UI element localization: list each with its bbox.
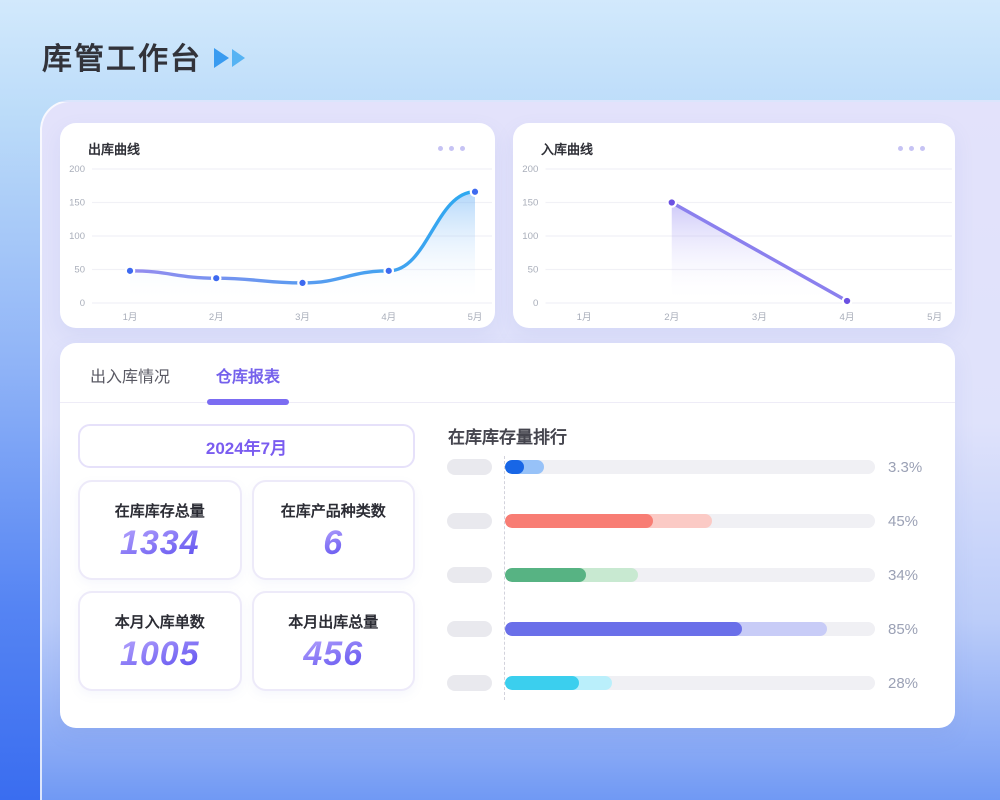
row-label-pill [447, 513, 492, 529]
tab-in-out-status[interactable]: 出入库情况 [90, 369, 171, 386]
ranking-row: 3.3% [447, 458, 938, 476]
line-chart-inbound: 0 50 100 150 200 1月 2月 3月 4月 5月 [522, 164, 952, 323]
bar-solid-segment [505, 514, 653, 528]
card-header: 入库曲线 [513, 123, 955, 160]
svg-text:50: 50 [74, 265, 85, 276]
bar-percent-label: 85% [888, 620, 919, 638]
page-header: 库管工作台 [42, 34, 245, 78]
svg-text:4月: 4月 [381, 312, 396, 323]
bar-track [505, 676, 875, 690]
card-header: 出库曲线 [60, 123, 495, 160]
bar-track [505, 622, 875, 636]
svg-text:150: 150 [69, 198, 85, 209]
play-triangle-icon [232, 49, 245, 67]
bar-percent-label: 28% [888, 674, 919, 692]
row-label-pill [447, 621, 492, 637]
dot [438, 145, 443, 151]
bar-solid-segment [505, 676, 579, 690]
bar-track [505, 460, 875, 474]
month-selector[interactable]: 2024年7月 [78, 424, 415, 468]
svg-text:200: 200 [69, 164, 85, 175]
stat-value: 6 [323, 524, 344, 562]
stat-value: 456 [303, 635, 364, 673]
dot [920, 145, 925, 151]
ranking-rows: 3.3% 45% 34% 85% 28% [447, 459, 938, 729]
bar-solid-segment [505, 622, 742, 636]
svg-text:200: 200 [522, 164, 538, 175]
ranking-dashed-axis [504, 456, 505, 700]
dot [449, 145, 454, 151]
svg-text:50: 50 [528, 265, 539, 276]
dot [898, 145, 903, 151]
double-play-icon [214, 48, 245, 68]
stat-label: 在库产品种类数 [280, 503, 386, 520]
svg-text:0: 0 [533, 298, 538, 309]
bar-percent-label: 3.3% [888, 458, 923, 476]
svg-text:5月: 5月 [468, 312, 483, 323]
tab-warehouse-report[interactable]: 仓库报表 [207, 363, 290, 405]
line-chart-outbound: 0 50 100 150 200 1月 2月 3月 4月 5月 [69, 164, 492, 323]
tab-label: 仓库报表 [216, 369, 281, 386]
dot [909, 145, 914, 151]
bar-percent-label: 34% [888, 566, 919, 584]
bar-track [505, 568, 875, 582]
card-title: 出库曲线 [88, 141, 141, 157]
svg-text:0: 0 [80, 298, 85, 309]
stat-value: 1005 [119, 635, 200, 673]
bar-track [505, 514, 875, 528]
more-dots-icon[interactable] [898, 145, 925, 151]
bar-solid-segment [505, 460, 524, 474]
ranking-row: 28% [447, 674, 938, 692]
svg-text:5月: 5月 [927, 312, 942, 323]
svg-text:1月: 1月 [123, 312, 138, 323]
bar-solid-segment [505, 568, 587, 582]
ranking-row: 85% [447, 620, 938, 638]
stat-card: 本月入库单数 1005 [78, 591, 242, 691]
stat-label: 在库库存总量 [114, 503, 205, 520]
svg-text:2月: 2月 [664, 312, 679, 323]
svg-text:1月: 1月 [577, 312, 592, 323]
stat-card: 在库库存总量 1334 [78, 480, 242, 580]
card-title: 入库曲线 [541, 141, 594, 157]
svg-text:150: 150 [522, 198, 538, 209]
outbound-chart-card: 出库曲线 0 50 100 150 200 1月 2月 3月 4月 5月 [60, 123, 495, 328]
svg-text:2月: 2月 [209, 312, 224, 323]
svg-text:100: 100 [522, 231, 538, 242]
tabs-row: 出入库情况 仓库报表 [60, 343, 955, 405]
ranking-row: 34% [447, 566, 938, 584]
stat-label: 本月出库总量 [288, 614, 379, 631]
stat-value: 1334 [119, 524, 200, 562]
bar-percent-label: 45% [888, 512, 919, 530]
svg-text:3月: 3月 [752, 312, 767, 323]
play-triangle-icon [214, 48, 229, 68]
row-label-pill [447, 567, 492, 583]
stat-grid: 在库库存总量 1334 在库产品种类数 6 本月入库单数 1005 本月出库总量 456 [78, 480, 415, 691]
page-title: 库管工作台 [42, 43, 202, 76]
more-dots-icon[interactable] [438, 145, 465, 151]
stat-label: 本月入库单数 [114, 614, 205, 631]
active-tab-underline [207, 399, 290, 405]
stat-card: 在库产品种类数 6 [251, 480, 415, 580]
ranking-title: 在库库存量排行 [448, 428, 567, 447]
stat-card: 本月出库总量 456 [251, 591, 415, 691]
inbound-chart-card: 入库曲线 0 50 100 150 200 1月 2月 3月 4月 5月 [513, 123, 955, 328]
ranking-row: 45% [447, 512, 938, 530]
svg-text:4月: 4月 [840, 312, 855, 323]
svg-text:100: 100 [69, 231, 85, 242]
svg-text:3月: 3月 [295, 312, 310, 323]
row-label-pill [447, 675, 492, 691]
row-label-pill [447, 459, 492, 475]
dot [460, 145, 465, 151]
